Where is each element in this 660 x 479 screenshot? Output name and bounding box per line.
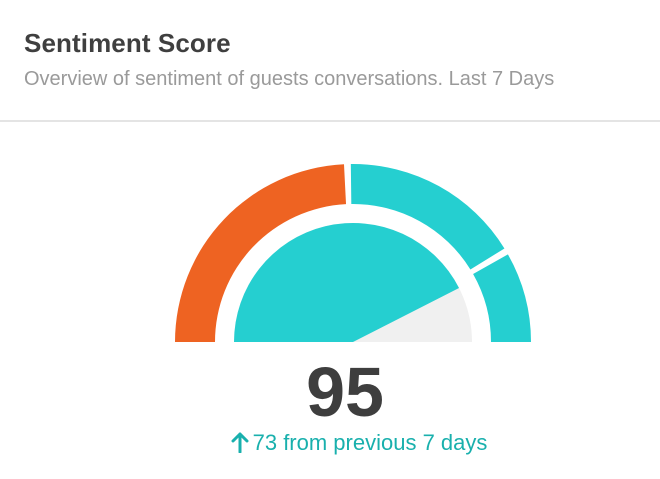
gauge-inner-fill <box>234 222 460 342</box>
gauge-segment-3 <box>473 254 531 342</box>
gauge-segment-1 <box>175 164 347 342</box>
card-title: Sentiment Score <box>24 28 231 58</box>
score-change-text: 73 from previous 7 days <box>252 430 488 455</box>
arrow-up-icon <box>231 432 249 453</box>
score-change: 73 from previous 7 days <box>0 428 660 458</box>
card-header: Sentiment Score Overview of sentiment of… <box>0 0 660 122</box>
sentiment-gauge <box>175 164 531 342</box>
gauge-segment-2 <box>350 164 505 270</box>
gauge-outer-ring <box>175 164 531 342</box>
score-value: 95 <box>306 353 384 431</box>
card-subtitle: Overview of sentiment of guests conversa… <box>24 68 555 90</box>
